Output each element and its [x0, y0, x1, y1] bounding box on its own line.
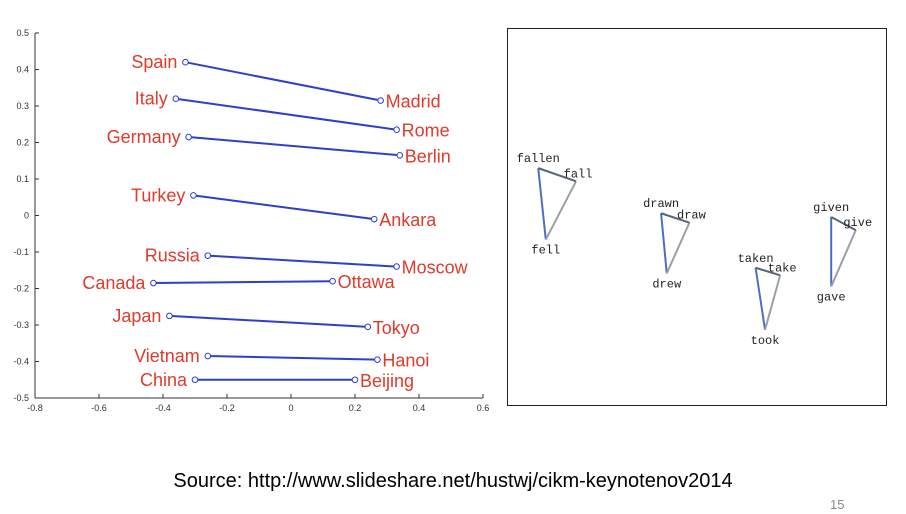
word-label-drew: drew — [652, 277, 682, 291]
point-russia — [204, 252, 212, 259]
source-citation: Source: http://www.slideshare.net/hustwj… — [173, 470, 733, 492]
point-moscow — [393, 263, 400, 270]
word-label-fall: fall — [564, 167, 593, 181]
point-japan — [166, 312, 173, 320]
y-tick-label: -0.5 — [13, 393, 29, 403]
edge-draw-participle-past — [660, 213, 668, 274]
word-label-give: give — [843, 216, 872, 230]
word-label-gave: gave — [817, 291, 846, 305]
point-hanoi — [374, 356, 381, 363]
point-turkey — [190, 192, 197, 199]
country-label-japan: Japan — [112, 306, 161, 326]
x-tick-label: 0 — [288, 403, 293, 413]
point-spain — [182, 58, 189, 66]
country-label-vietnam: Vietnam — [134, 346, 200, 366]
country-label-spain: Spain — [131, 52, 177, 72]
edge-take-participle-present — [755, 266, 781, 277]
x-tick-label: 0.4 — [413, 403, 426, 413]
pair-line-russia — [207, 254, 397, 268]
point-madrid — [377, 97, 384, 104]
point-vietnam — [204, 352, 212, 360]
x-tick-label: -0.8 — [27, 403, 43, 413]
capital-label-moscow: Moscow — [402, 258, 469, 278]
capital-label-hanoi: Hanoi — [382, 351, 429, 371]
capital-label-berlin: Berlin — [405, 146, 451, 166]
y-tick-label: 0.4 — [16, 65, 29, 75]
pair-line-japan — [169, 314, 368, 328]
edge-fall-present-past — [544, 180, 577, 241]
point-italy — [172, 95, 180, 102]
y-tick-label: -0.1 — [13, 247, 29, 257]
edge-draw-participle-present — [660, 212, 690, 224]
y-tick-label: -0.3 — [13, 320, 29, 330]
pair-line-spain — [185, 61, 381, 102]
point-beijing — [351, 376, 359, 384]
verb-tense-chart: fallen fall fell drawn draw drew taken take took… — [507, 28, 887, 406]
x-tick-label: 0.6 — [477, 403, 490, 413]
point-china — [191, 376, 199, 384]
slide-number: 15 — [830, 497, 845, 512]
country-label-china: China — [140, 370, 188, 390]
country-label-russia: Russia — [145, 246, 201, 266]
y-tick-label: -0.2 — [13, 284, 29, 294]
point-rome — [393, 126, 400, 134]
pair-line-vietnam — [207, 355, 378, 361]
capital-label-madrid: Madrid — [386, 92, 441, 112]
capital-label-tokyo: Tokyo — [373, 318, 420, 338]
word-label-taken: taken — [738, 252, 774, 266]
edge-give-participle-present — [830, 216, 857, 232]
capital-label-ottawa: Ottawa — [338, 272, 396, 292]
y-tick-label: -0.4 — [13, 357, 29, 367]
word-label-took: took — [751, 334, 780, 348]
pair-line-turkey — [193, 194, 375, 221]
word-label-fell: fell — [531, 244, 560, 258]
x-tick-label: 0.2 — [349, 403, 362, 413]
edge-give-present-past — [830, 229, 857, 287]
point-berlin — [396, 151, 404, 159]
y-tick-label: 0.1 — [16, 174, 29, 184]
country-capital-chart: 0.5 0.4 0.3 0.2 0.1 0 -0.1 -0.2 -0.3 -0.4 -0.5-0.8… — [13, 28, 490, 413]
y-tick-label: 0.3 — [16, 101, 29, 111]
edge-draw-present-past — [665, 222, 691, 274]
country-label-canada: Canada — [82, 273, 146, 293]
capital-label-ankara: Ankara — [379, 210, 437, 230]
edge-fall-participle-present — [537, 167, 577, 183]
word-label-drawn: drawn — [643, 197, 679, 211]
country-label-italy: Italy — [135, 89, 168, 109]
point-ottawa — [329, 277, 336, 285]
pair-line-italy — [175, 97, 397, 131]
y-tick-label: 0.2 — [16, 138, 29, 148]
country-label-germany: Germany — [107, 127, 181, 147]
edge-fall-participle-past — [537, 168, 547, 240]
y-tick-label: 0.5 — [16, 28, 29, 38]
y-tick-label: 0 — [24, 211, 29, 221]
word-label-given: given — [813, 201, 849, 215]
point-ankara — [370, 215, 378, 223]
x-tick-label: -0.6 — [91, 403, 107, 413]
x-tick-label: -0.2 — [219, 403, 235, 413]
point-germany — [185, 133, 192, 141]
point-tokyo — [364, 323, 372, 331]
capital-label-beijing: Beijing — [360, 371, 414, 391]
pair-line-germany — [188, 136, 400, 157]
word-label-draw: draw — [677, 209, 707, 223]
x-tick-label: -0.4 — [155, 403, 171, 413]
capital-label-rome: Rome — [402, 121, 450, 141]
word-label-fallen: fallen — [517, 152, 560, 166]
pair-line-canada — [153, 280, 333, 285]
point-canada — [150, 279, 157, 287]
edge-take-present-past — [764, 275, 782, 331]
edge-take-participle-past — [754, 267, 767, 330]
country-label-turkey: Turkey — [131, 185, 185, 205]
word-label-take: take — [768, 261, 797, 275]
